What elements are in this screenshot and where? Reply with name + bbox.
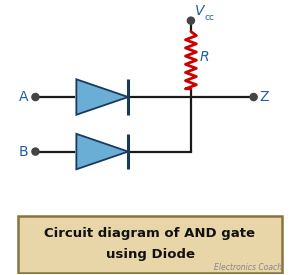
Text: Z: Z — [260, 90, 269, 104]
Text: Electronics Coach: Electronics Coach — [214, 263, 282, 272]
Text: using Diode: using Diode — [106, 248, 194, 261]
Text: R: R — [200, 51, 209, 64]
Text: Circuit diagram of AND gate: Circuit diagram of AND gate — [44, 227, 256, 240]
Circle shape — [250, 94, 257, 101]
Circle shape — [32, 148, 39, 155]
Text: B: B — [19, 145, 28, 159]
Polygon shape — [76, 134, 128, 169]
FancyBboxPatch shape — [18, 216, 282, 273]
Circle shape — [188, 17, 194, 24]
Polygon shape — [76, 79, 128, 115]
Text: cc: cc — [204, 13, 214, 22]
Text: A: A — [19, 90, 28, 104]
Text: V: V — [195, 4, 205, 18]
Circle shape — [32, 94, 39, 101]
